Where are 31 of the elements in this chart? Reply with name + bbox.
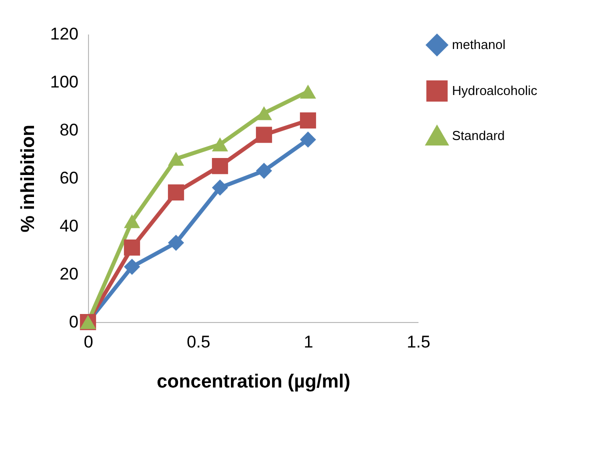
point [212, 137, 228, 152]
point [256, 106, 272, 120]
point [256, 126, 272, 143]
point [124, 214, 140, 228]
point [168, 234, 184, 251]
y-tick-label: 0 [69, 312, 78, 332]
x-tick-label: 1 [304, 332, 314, 352]
point [300, 112, 316, 128]
point [168, 184, 184, 200]
y-tick-label: 100 [50, 72, 78, 92]
x-tick-label: 1.5 [406, 332, 430, 352]
y-axis-title: % inhibition [18, 124, 40, 232]
x-tick-label: 0 [84, 332, 94, 352]
x-tick-label: 0.5 [186, 332, 210, 352]
y-tick-label: 80 [60, 120, 78, 140]
y-tick-label: 120 [50, 24, 78, 44]
point [124, 258, 140, 275]
point [256, 162, 272, 179]
point [212, 158, 228, 174]
point [300, 132, 316, 148]
y-tick-label: 40 [60, 216, 78, 236]
legend-label: Hydroalcoholic [452, 83, 538, 98]
legend-label: Standard [452, 128, 505, 143]
x-axis-title: concentration (µg/ml) [156, 372, 350, 392]
y-tick-label: 60 [60, 168, 78, 188]
point [168, 152, 184, 166]
point [300, 84, 316, 99]
point [212, 180, 228, 196]
y-tick-label: 20 [60, 264, 78, 284]
legend-label: methanol [452, 37, 506, 52]
point [124, 240, 140, 256]
